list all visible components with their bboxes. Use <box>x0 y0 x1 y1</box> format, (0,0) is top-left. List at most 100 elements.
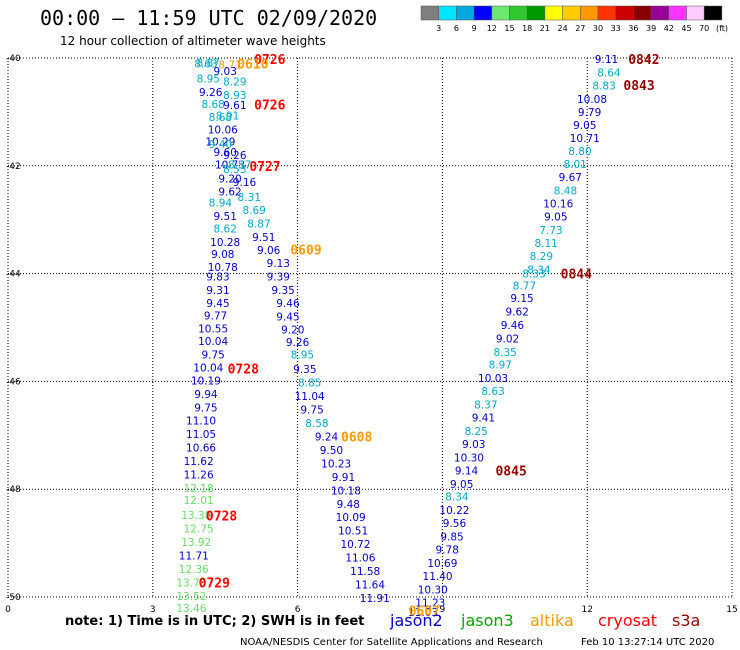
wave-height-point: 9.94 <box>194 389 218 401</box>
wave-height-point: 13.76 <box>176 577 206 589</box>
wave-height-point: 8.29 <box>530 251 553 263</box>
wave-height-point: 10.23 <box>321 458 351 470</box>
wave-height-point: 10.29 <box>205 137 235 149</box>
wave-height-point: 8.63 <box>481 386 504 398</box>
color-swatch <box>562 5 581 21</box>
wave-height-point: 10.18 <box>331 485 361 497</box>
color-swatch <box>650 5 670 21</box>
wave-height-point: 8.77 <box>513 280 536 292</box>
wave-height-point: 9.46 <box>276 298 300 310</box>
wave-height-point: 10.78 <box>208 262 238 274</box>
wave-height-point: 10.04 <box>198 336 228 348</box>
wave-height-point: 8.34 <box>527 264 551 276</box>
wave-height-point: 9.75 <box>300 404 323 416</box>
scale-tick-label: 18 <box>522 24 532 33</box>
scale-tick-label: 70 <box>699 24 709 33</box>
y-axis-ticks: -40 -42 -44 -46 -48 -50 <box>6 54 21 603</box>
wave-height-point: 11.10 <box>186 416 216 428</box>
wave-height-point: 8.93 <box>223 90 246 102</box>
wave-height-point: 8.11 <box>534 238 557 250</box>
wave-height-point: 9.39 <box>267 271 290 283</box>
wave-height-point: 12.75 <box>184 524 214 536</box>
wave-height-point: 9.31 <box>206 285 229 297</box>
wave-height-point: 9.26 <box>286 337 310 349</box>
wave-height-point: 8.01 <box>563 159 586 171</box>
wave-height-point: 9.05 <box>573 120 596 132</box>
wave-height-point: 10.08 <box>577 94 607 106</box>
legend-jason2: jason2 <box>389 611 443 630</box>
footnote: note: 1) Time is in UTC; 2) SWH is in fe… <box>65 614 364 629</box>
wave-height-point: 11.03 <box>408 607 438 619</box>
scale-tick-label: 30 <box>593 24 603 33</box>
wave-height-point: 12.36 <box>179 564 209 576</box>
color-swatch <box>544 5 563 21</box>
y-tick-label: -50 <box>6 593 21 603</box>
wave-height-point: 12.18 <box>184 483 214 495</box>
legend-jason3: jason3 <box>460 611 514 630</box>
time-label: 0728 <box>228 362 259 377</box>
y-tick-label: -42 <box>6 162 21 172</box>
wave-height-point: 9.16 <box>233 177 257 189</box>
chart-title: 00:00 – 11:59 UTC 02/09/2020 <box>40 6 377 30</box>
wave-height-point: 9.45 <box>206 298 229 310</box>
wave-height-point: 10.03 <box>478 373 508 385</box>
wave-height-point: 8.87 <box>247 218 270 230</box>
wave-height-point: 8.80 <box>568 146 591 158</box>
time-label: 0845 <box>495 464 526 479</box>
y-tick-label: -48 <box>6 485 21 495</box>
color-swatch <box>438 5 457 21</box>
y-tick-label: -46 <box>6 377 21 387</box>
time-label: 0843 <box>623 79 654 94</box>
wave-height-point: 11.91 <box>360 593 390 605</box>
wave-height-point: 10.30 <box>418 584 448 596</box>
wave-height-point: 9.79 <box>578 107 601 119</box>
time-label: 0727 <box>249 160 280 175</box>
wave-height-point: 11.64 <box>355 580 385 592</box>
color-swatch <box>509 5 528 21</box>
wave-height-point: 8.94 <box>209 197 233 209</box>
color-swatch <box>633 5 652 21</box>
wave-height-point: 11.26 <box>184 470 214 482</box>
wave-height-point: 9.75 <box>201 349 224 361</box>
wave-height-point: 11.71 <box>179 550 209 562</box>
wave-height-point: 10.28 <box>210 237 240 249</box>
wave-height-point: 9.26 <box>223 150 247 162</box>
time-label: 0609 <box>290 243 321 258</box>
wave-height-point: 9.78 <box>436 545 459 557</box>
wave-height-point: 9.83 <box>206 271 229 283</box>
wave-height-point: 10.73 <box>215 160 245 172</box>
wave-height-point: 9.03 <box>462 439 485 451</box>
generated-timestamp: Feb 10 13:27:14 UTC 2020 <box>581 637 714 648</box>
wave-height-point: 12.01 <box>184 495 214 507</box>
wave-height-point: 8.71 <box>218 59 241 71</box>
scale-unit: (ft) <box>716 24 728 33</box>
wave-height-point: 8.33 <box>522 269 545 281</box>
legend-s3a: s3a <box>672 611 700 630</box>
legend: jason2 jason3 altika cryosat s3a <box>389 611 700 630</box>
wave-height-point: 10.69 <box>427 558 457 570</box>
wave-height-point: 11.06 <box>345 553 375 565</box>
wave-height-point: 9.06 <box>257 245 281 257</box>
wave-height-point: 11.23 <box>415 597 445 609</box>
wave-height-point: 11.62 <box>184 456 214 468</box>
wave-height-point: 13.92 <box>181 537 211 549</box>
wave-height-point: 7.73 <box>539 225 562 237</box>
time-label: 0726 <box>254 53 285 68</box>
wave-height-point: 10.09 <box>336 512 366 524</box>
x-tick-label: 6 <box>295 605 301 615</box>
scale-tick-label: 3 <box>436 24 441 33</box>
wave-height-point: 9.46 <box>501 320 525 332</box>
scale-tick-label: 42 <box>664 24 674 33</box>
wave-height-point: 9.11 <box>595 54 618 66</box>
wave-height-point: 9.35 <box>271 285 294 297</box>
color-swatch <box>456 5 475 21</box>
wave-height-point: 9.61 <box>223 100 246 112</box>
time-label: 0610 <box>237 57 268 72</box>
wave-height-point: 8.37 <box>474 400 497 412</box>
wave-height-point: 9.20 <box>218 174 241 186</box>
x-tick-label: 9 <box>440 605 446 615</box>
scale-tick-label: 15 <box>504 24 514 33</box>
wave-height-point: 8.31 <box>238 192 261 204</box>
wave-height-point: 10.19 <box>191 375 221 387</box>
scale-tick-label: 39 <box>646 24 656 33</box>
